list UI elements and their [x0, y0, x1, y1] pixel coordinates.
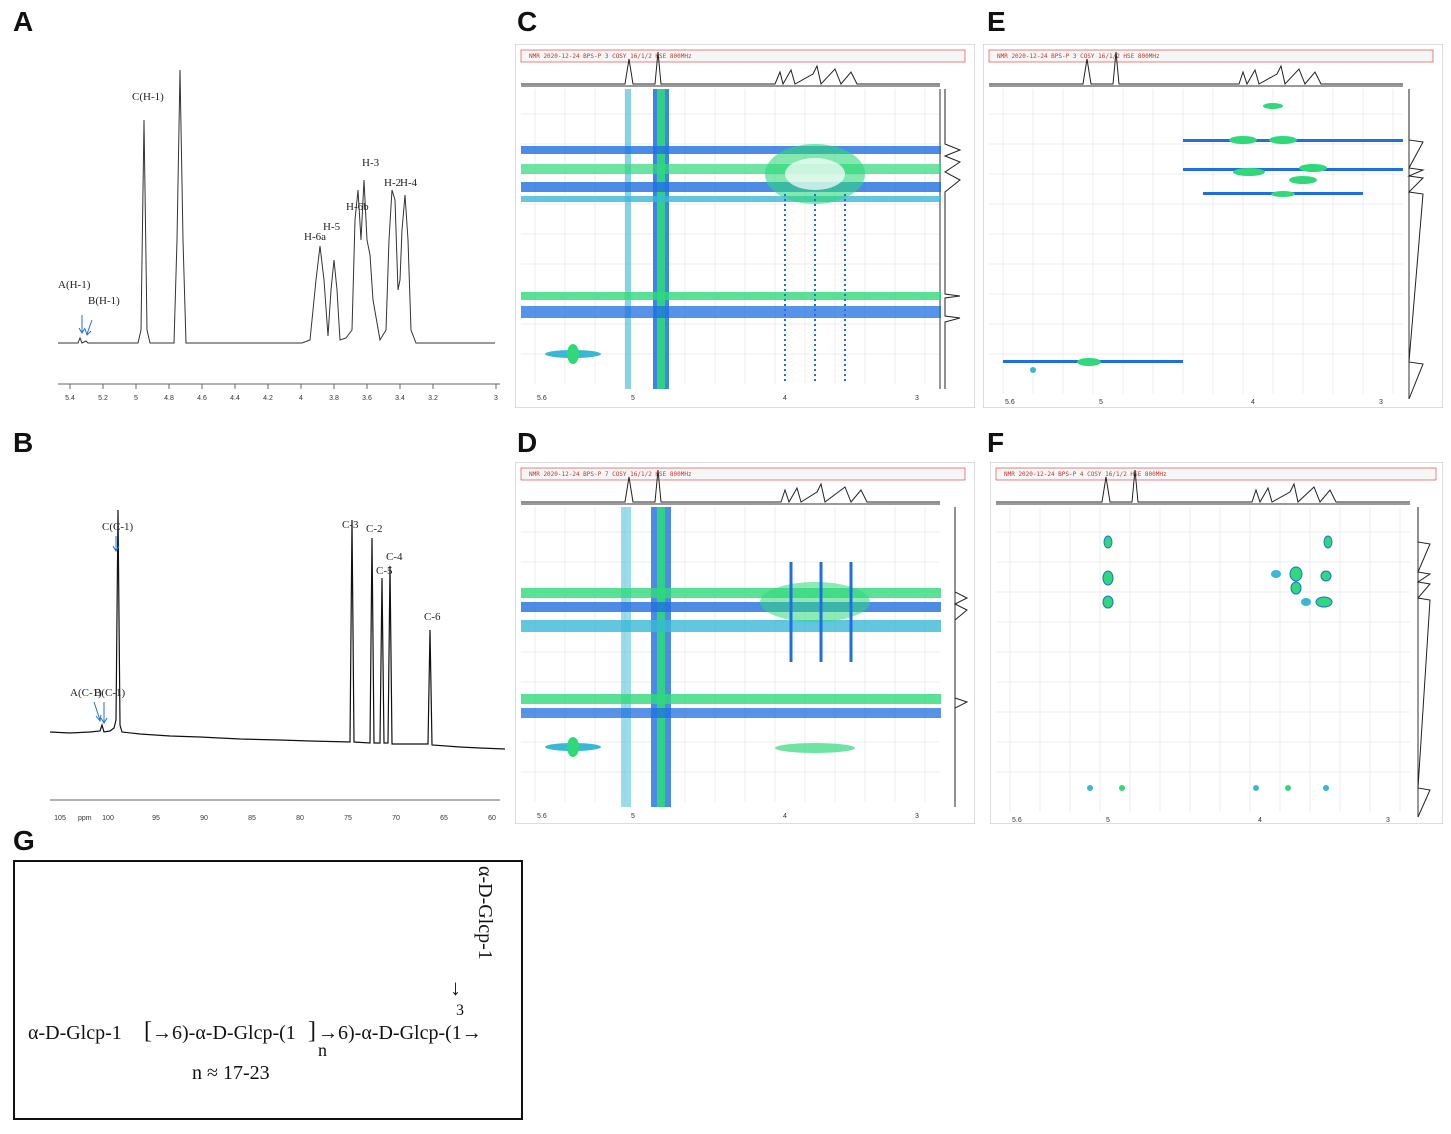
- arrow-icon: [93, 701, 102, 723]
- tick-b-3: 90: [200, 815, 208, 822]
- panel-c-2d-cosy: NMR 2020-12-24 BPS-P 3 COSY 16/1/2 HSE 8…: [515, 44, 975, 408]
- structure-branch-arrow: ↓: [450, 975, 461, 1000]
- arrow-icon: [100, 702, 108, 724]
- tick-d-13: 3: [915, 813, 919, 820]
- tick-e-13: 3: [1379, 399, 1383, 406]
- panel-e-2d-hsqc: NMR 2020-12-24 BPS-P 3 COSY 16/1/2 HSE 8…: [983, 44, 1443, 408]
- tick-a-10: 3.4: [395, 395, 405, 402]
- tick-e-3: 5: [1099, 399, 1103, 406]
- panel-label-a: A: [13, 6, 34, 37]
- peak-label-c5: C-5: [376, 565, 393, 577]
- panel-label-b: B: [13, 427, 34, 458]
- tick-a-6: 4.2: [263, 395, 273, 402]
- peak-label-a-h1: A(H-1): [58, 279, 91, 291]
- tick-f-13: 3: [1386, 817, 1390, 824]
- peak-label-h4: H-4: [400, 177, 418, 189]
- tick-b-6: 75: [344, 815, 352, 822]
- panel-label-f: F: [987, 427, 1005, 458]
- spectrum-a-trace: [58, 69, 495, 344]
- panel-label-d: D: [517, 427, 538, 458]
- structure-main-start: α-D-Glcp-1: [28, 1022, 122, 1044]
- panel-label-e: E: [987, 6, 1006, 37]
- header-c: NMR 2020-12-24 BPS-P 3 COSY 16/1/2 HSE 8…: [529, 53, 692, 60]
- tick-a-5: 4.4: [230, 395, 240, 402]
- structure-repeat-subscript: n: [318, 1040, 327, 1060]
- peak-label-h6a: H-6a: [304, 231, 326, 243]
- peak-label-c6: C-6: [424, 611, 441, 623]
- tick-b-4: 85: [248, 815, 256, 822]
- structure-bracket-open: [: [144, 1018, 152, 1044]
- tick-a-2: 5: [134, 395, 138, 402]
- structure-repeat-unit: →6)-α-D-Glcp-(1: [152, 1022, 296, 1044]
- hsqc-e-contours: [1003, 103, 1403, 373]
- tick-b-5: 80: [296, 815, 304, 822]
- cosy-c-contours: [521, 89, 941, 389]
- spectrum-b-trace: [49, 509, 506, 750]
- structure-main-end: →6)-α-D-Glcp-(1→: [318, 1022, 482, 1044]
- panel-label-g: G: [13, 825, 35, 856]
- tick-e-8: 4: [1251, 399, 1255, 406]
- panel-a-1h-spectrum: 5.4 5.2 5 4.8 4.6 4.4 4.2 4 3.8 3.6 3.4 …: [40, 40, 510, 420]
- tick-f-8: 4: [1258, 817, 1262, 824]
- tick-b-1: 100: [102, 815, 114, 822]
- tick-a-0: 5.4: [65, 395, 75, 402]
- peak-label-c-c1: C(C-1): [102, 521, 134, 533]
- peak-label-h2: H-2: [384, 177, 401, 189]
- arrow-icon: [78, 315, 86, 334]
- tick-a-1: 5.2: [98, 395, 108, 402]
- tick-b-7: 70: [392, 815, 400, 822]
- peak-label-c4: C-4: [386, 551, 403, 563]
- tick-a-4: 4.6: [197, 395, 207, 402]
- structure-bracket-close: ]: [308, 1018, 316, 1044]
- tick-d-0: 5.6: [537, 813, 547, 820]
- peak-label-h3: H-3: [362, 157, 380, 169]
- panel-b-13c-spectrum: 105 100 95 90 85 80 75 70 65 60 ppm C(C-…: [40, 500, 510, 830]
- tick-b-9: 60: [488, 815, 496, 822]
- peak-label-b-h1: B(H-1): [88, 295, 120, 307]
- peak-label-c2: C-2: [366, 523, 383, 535]
- spectrum-a-ticks: [69, 384, 497, 389]
- peak-label-c3: C-3: [342, 519, 359, 531]
- tick-a-11: 3.2: [428, 395, 438, 402]
- tick-a-7: 4: [299, 395, 303, 402]
- tocsy-d-contours: [521, 507, 941, 807]
- panel-f-2d-hmbc: NMR 2020-12-24 BPS-P 4 COSY 16/1/2 HSE 8…: [990, 462, 1443, 824]
- header-f: NMR 2020-12-24 BPS-P 4 COSY 16/1/2 HSE 8…: [1004, 471, 1167, 478]
- structure-branch: α-D-Glcp-1: [474, 866, 496, 960]
- peak-label-c-h1: C(H-1): [132, 91, 164, 103]
- tick-b-0: 105: [54, 815, 66, 822]
- tick-c-13: 3: [915, 395, 919, 402]
- tick-a-8: 3.8: [329, 395, 339, 402]
- tick-c-0: 5.6: [537, 395, 547, 402]
- tick-e-0: 5.6: [1005, 399, 1015, 406]
- tick-b-8: 65: [440, 815, 448, 822]
- tick-a-12: 3: [494, 395, 498, 402]
- tick-a-9: 3.6: [362, 395, 372, 402]
- peak-label-h6b: H-6b: [346, 201, 369, 213]
- peak-label-b-c1: B(C-1): [94, 687, 126, 699]
- tick-c-8: 4: [783, 395, 787, 402]
- panel-g-structure-box: [13, 860, 523, 1120]
- tick-f-3: 5: [1106, 817, 1110, 824]
- arrow-icon: [112, 536, 120, 552]
- structure-n-range: n ≈ 17-23: [192, 1062, 270, 1084]
- tick-d-8: 4: [783, 813, 787, 820]
- header-d: NMR 2020-12-24 BPS-P 7 COSY 16/1/2 HSE 8…: [529, 471, 692, 478]
- axis-unit-b: ppm: [78, 815, 92, 822]
- arrow-icon: [84, 319, 93, 336]
- tick-a-3: 4.8: [164, 395, 174, 402]
- peak-label-a-c1: A(C-1): [70, 687, 102, 699]
- tick-b-2: 95: [152, 815, 160, 822]
- hmbc-f-contours: [1087, 535, 1333, 791]
- tick-f-0: 5.6: [1012, 817, 1022, 824]
- tick-d-3: 5: [631, 813, 635, 820]
- peak-label-h5: H-5: [323, 221, 341, 233]
- panel-label-c: C: [517, 6, 538, 37]
- panel-d-2d-tocsy: NMR 2020-12-24 BPS-P 7 COSY 16/1/2 HSE 8…: [515, 462, 975, 824]
- structure-branch-position: 3: [456, 1002, 464, 1019]
- tick-c-3: 5: [631, 395, 635, 402]
- header-e: NMR 2020-12-24 BPS-P 3 COSY 16/1/2 HSE 8…: [997, 53, 1160, 60]
